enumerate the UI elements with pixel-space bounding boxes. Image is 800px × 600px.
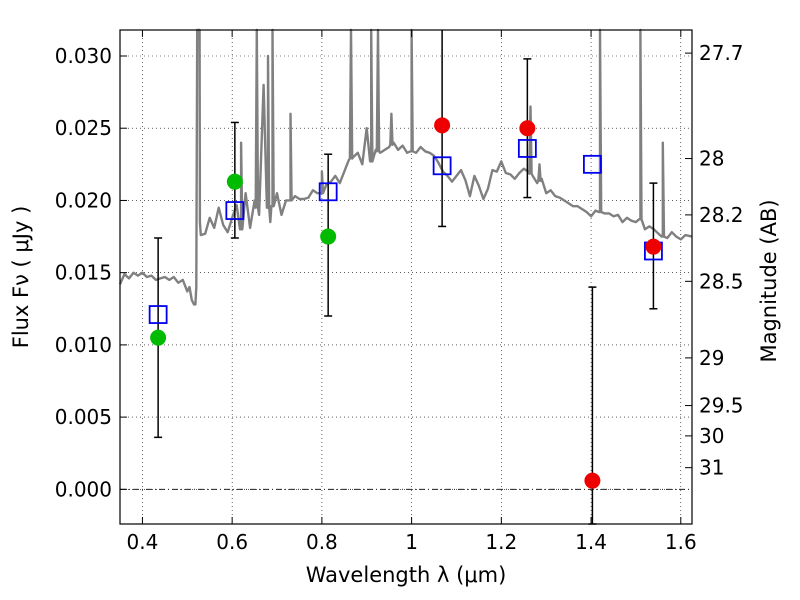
y-tick-label: 0.005 [55,405,112,429]
observed-flux-point [226,173,243,190]
y2-tick-label: 31 [699,456,724,480]
model-flux-square [318,182,338,202]
model-flux-square [225,201,245,220]
y-tick-label: 0.010 [55,333,112,357]
axis-ticks: 0.4 0.6 0.8 1 1.2 1.4 1.6 0.000 0.005 0.010 0.015 0… [55,30,744,554]
y-tick-label: 0.020 [55,188,112,212]
x-axis-label: Wavelength λ (μm) [306,563,507,587]
plot-frame [119,29,693,525]
observed-flux-point [519,120,536,137]
observed-flux-point [150,329,167,346]
y-tick-label: 0.030 [55,44,112,68]
model-flux-square [517,139,537,158]
y2-axis-label: Magnitude (AB) [757,199,781,362]
x-tick-label: 1.6 [665,530,697,554]
observed-flux-point [645,238,662,255]
y-tick-label: 0.015 [55,261,112,285]
y2-tick-label: 30 [699,424,724,448]
model-flux-square [432,156,452,176]
observed-flux-point [320,228,337,245]
y2-tick-label: 28 [699,147,724,171]
x-tick-label: 1.2 [485,530,517,554]
observed-flux-point [584,472,601,489]
x-tick-label: 0.6 [216,530,248,554]
x-tick-label: 1.4 [575,530,607,554]
y2-tick-label: 28.5 [699,269,744,293]
y2-tick-label: 27.7 [699,41,744,65]
y2-tick-label: 29.5 [699,394,744,418]
x-tick-label: 0.8 [306,530,338,554]
grid-lines [120,30,692,524]
model-flux-square [148,305,168,324]
observed-flux-point [434,117,451,134]
y-tick-label: 0.000 [55,477,112,501]
y-axis-label: Flux Fν ( μJy ) [9,206,33,349]
x-tick-label: 1 [405,530,418,554]
y-tick-label: 0.025 [55,116,112,140]
y2-tick-label: 29 [699,346,724,370]
data-markers [148,117,663,489]
y2-tick-label: 28.2 [699,203,744,227]
x-tick-label: 0.4 [127,530,159,554]
model-flux-square [583,154,602,174]
